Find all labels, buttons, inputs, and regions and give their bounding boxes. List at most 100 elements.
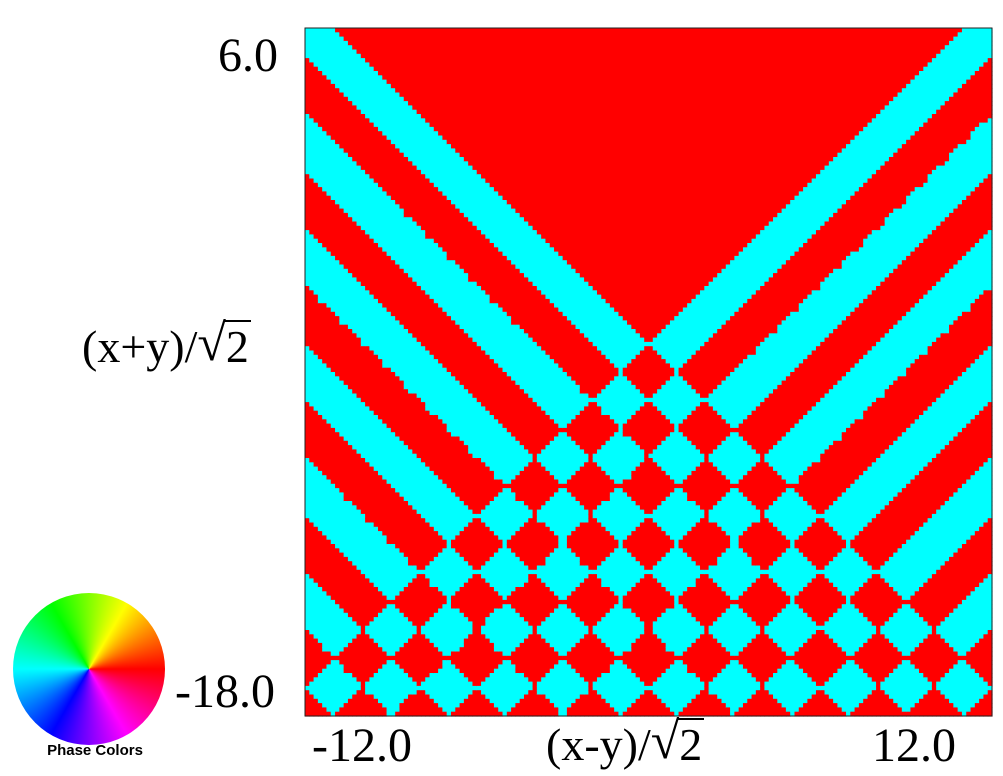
pattern-cell — [403, 496, 409, 502]
pattern-cell — [369, 195, 375, 201]
pattern-cell — [369, 518, 375, 524]
pattern-cell — [408, 621, 413, 627]
pattern-cell — [420, 324, 426, 330]
pattern-cell — [343, 513, 349, 519]
pattern-cell — [382, 169, 388, 175]
pattern-cell — [347, 333, 353, 339]
pattern-cell — [382, 612, 388, 618]
pattern-cell — [386, 574, 392, 579]
pattern-cell — [425, 393, 431, 399]
pattern-cell — [360, 92, 366, 98]
pattern-cell — [335, 71, 340, 76]
pattern-cell — [360, 578, 366, 584]
pattern-cell — [330, 423, 336, 429]
pattern-cell — [330, 40, 336, 46]
pattern-cell — [390, 664, 396, 670]
pattern-cell — [408, 406, 413, 412]
pattern-cell — [412, 698, 418, 704]
pattern-cell — [433, 329, 439, 334]
pattern-cell — [386, 376, 392, 382]
pattern-cell — [403, 118, 409, 124]
pattern-cell — [403, 350, 409, 356]
pattern-cell — [395, 152, 401, 158]
pattern-cell — [390, 161, 396, 167]
pattern-cell — [390, 673, 396, 678]
pattern-cell — [356, 569, 362, 575]
pattern-cell — [305, 105, 310, 111]
pattern-cell — [433, 363, 439, 369]
pattern-cell — [386, 483, 392, 489]
pattern-cell — [416, 539, 422, 545]
pattern-cell — [313, 651, 319, 657]
pattern-cell — [309, 513, 315, 519]
pattern-cell — [352, 367, 358, 373]
pattern-cell — [352, 131, 358, 137]
pattern-cell — [356, 668, 362, 674]
pattern-cell — [390, 556, 396, 562]
pattern-cell — [399, 187, 405, 192]
pattern-cell — [403, 522, 409, 528]
pattern-cell — [309, 152, 315, 158]
pattern-cell — [322, 488, 328, 493]
pattern-cell — [343, 49, 349, 55]
pattern-cell — [377, 488, 383, 493]
pattern-cell — [386, 114, 392, 119]
pattern-cell — [309, 488, 315, 493]
pattern-cell — [382, 281, 388, 287]
pattern-cell — [326, 372, 332, 377]
pattern-cell — [335, 621, 340, 627]
pattern-cell — [416, 372, 422, 377]
pattern-cell — [305, 634, 310, 640]
pattern-cell — [305, 380, 310, 386]
pattern-cell — [429, 109, 435, 115]
pattern-cell — [352, 359, 358, 364]
pattern-cell — [390, 475, 396, 481]
pattern-cell — [382, 307, 388, 313]
pattern-cell — [433, 161, 439, 167]
pattern-cell — [403, 410, 409, 416]
pattern-cell — [386, 711, 392, 717]
pattern-cell — [386, 604, 392, 610]
pattern-cell — [313, 556, 319, 562]
pattern-cell — [322, 694, 328, 700]
pattern-cell — [322, 522, 328, 528]
pattern-cell — [386, 445, 392, 450]
pattern-cell — [347, 690, 353, 696]
pattern-cell — [408, 703, 413, 708]
pattern-cell — [356, 148, 362, 154]
pattern-cell — [386, 182, 392, 188]
pattern-cell — [335, 230, 340, 235]
pattern-cell — [347, 144, 353, 149]
pattern-cell — [322, 217, 328, 223]
pattern-cell — [399, 556, 405, 562]
pattern-cell — [322, 122, 328, 128]
pattern-cell — [330, 617, 336, 622]
pattern-cell — [433, 582, 439, 588]
pattern-cell — [326, 131, 332, 137]
pattern-cell — [390, 612, 396, 618]
pattern-cell — [339, 612, 345, 618]
pattern-cell — [373, 393, 379, 399]
pattern-cell — [429, 122, 435, 128]
pattern-cell — [309, 655, 315, 661]
pattern-cell — [403, 122, 409, 128]
pattern-cell — [382, 673, 388, 678]
pattern-cell — [326, 367, 332, 373]
pattern-cell — [373, 204, 379, 210]
pattern-cell — [339, 544, 345, 549]
pattern-cell — [420, 556, 426, 562]
pattern-cell — [339, 96, 345, 102]
pattern-cell — [352, 53, 358, 59]
pattern-cell — [313, 187, 319, 192]
pattern-cell — [369, 479, 375, 485]
pattern-cell — [408, 544, 413, 549]
pattern-cell — [399, 359, 405, 364]
pattern-cell — [317, 703, 323, 708]
pattern-cell — [343, 518, 349, 524]
pattern-cell — [335, 711, 340, 717]
pattern-cell — [403, 88, 409, 94]
pattern-cell — [339, 664, 345, 670]
pattern-cell — [365, 406, 370, 412]
pattern-cell — [395, 307, 401, 313]
pattern-cell — [339, 251, 345, 257]
